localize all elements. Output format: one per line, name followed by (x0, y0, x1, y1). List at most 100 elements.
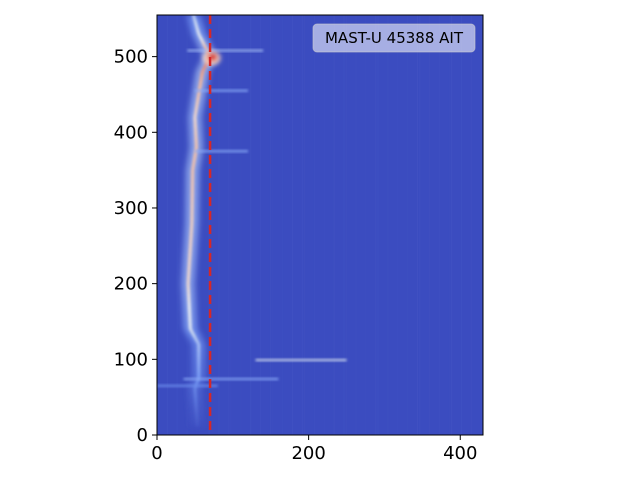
band-core-segment (202, 67, 206, 70)
band-core-segment (195, 26, 199, 30)
band-core-segment (193, 394, 198, 398)
band-core-segment (189, 225, 194, 228)
band-core-segment (190, 220, 194, 224)
texture-column (377, 15, 379, 435)
band-core-segment (191, 163, 196, 166)
band-core-segment (193, 151, 198, 155)
band-core-segment (187, 310, 192, 314)
band-core-segment (195, 417, 199, 420)
band-core-segment (194, 110, 198, 113)
band-core-segment (200, 74, 204, 77)
texture-column (166, 15, 168, 435)
x-tick-label: 0 (151, 443, 162, 464)
horizontal-streak (194, 150, 248, 153)
horizontal-streak (194, 89, 248, 92)
band-core-segment (194, 142, 198, 146)
band-core-segment (190, 218, 194, 221)
band-core-segment (187, 304, 191, 307)
band-core-segment (196, 31, 201, 34)
band-core-segment (194, 133, 198, 136)
band-core-segment (194, 135, 198, 139)
band-core-segment (190, 209, 194, 212)
band-core-segment (203, 45, 207, 48)
band-core-segment (186, 281, 190, 284)
band-core-segment (188, 315, 192, 318)
band-core-segment (197, 357, 201, 361)
band-core-segment (194, 140, 198, 143)
band-core-segment (199, 78, 203, 81)
band-core-segment (186, 290, 191, 293)
band-core-segment (194, 105, 199, 109)
band-core-segment (194, 24, 199, 27)
texture-column (343, 15, 345, 435)
band-core-segment (190, 179, 195, 182)
band-core-segment (198, 36, 203, 39)
texture-column (323, 15, 325, 435)
heatmap-plot-area (156, 14, 484, 436)
x-axis: 0 200 400 (151, 435, 477, 464)
annotation-text: MAST-U 45388 AIT (325, 29, 464, 47)
band-core-segment (197, 366, 201, 370)
band-core-segment (199, 38, 204, 41)
band-core-segment (197, 373, 201, 376)
band-core-segment (186, 279, 190, 282)
band-core-segment (194, 399, 198, 402)
horizontal-streak (255, 358, 347, 362)
x-tick-label: 200 (291, 443, 325, 464)
horizontal-streak (187, 49, 264, 52)
texture-column (448, 15, 450, 435)
band-core-segment (187, 267, 191, 271)
band-core-segment (190, 172, 195, 175)
band-core-segment (188, 254, 192, 257)
band-core-segment (204, 47, 208, 50)
band-core-segment (186, 283, 190, 286)
band-core-segment (195, 103, 199, 106)
band-core-segment (190, 190, 194, 194)
texture-column (313, 15, 315, 435)
band-core-segment (193, 114, 197, 118)
band-core-segment (203, 65, 207, 68)
texture-column (419, 15, 421, 435)
texture-column (176, 15, 178, 435)
band-core-segment (199, 80, 203, 84)
band-core-segment (190, 183, 195, 187)
band-core-segment (193, 128, 198, 132)
band-core-segment (194, 383, 198, 386)
band-core-segment (188, 324, 192, 327)
band-core-segment (197, 87, 202, 90)
band-core-segment (190, 181, 195, 184)
band-core-segment (195, 339, 199, 343)
band-core-segment (189, 241, 193, 244)
band-core-segment (194, 138, 198, 141)
band-core-segment (197, 353, 201, 356)
band-core-segment (190, 193, 194, 196)
y-tick-label: 0 (137, 425, 148, 446)
band-core-segment (188, 245, 193, 248)
y-tick-label: 500 (114, 47, 148, 68)
band-core-segment (192, 158, 197, 162)
band-core-segment (193, 390, 197, 393)
band-core-segment (190, 331, 194, 334)
band-core-segment (202, 43, 206, 46)
y-axis: 0 100 200 300 400 500 (114, 47, 157, 446)
horizontal-streak (183, 377, 279, 381)
texture-column (397, 15, 399, 435)
band-core-segment (190, 204, 194, 207)
band-core-segment (191, 333, 196, 336)
band-core-segment (188, 250, 192, 253)
texture-column (250, 15, 252, 435)
band-core-segment (190, 177, 195, 180)
band-core-segment (190, 170, 195, 173)
band-core-segment (190, 186, 195, 189)
band-core-segment (195, 380, 199, 384)
band-core-segment (204, 63, 208, 66)
band-core-segment (195, 423, 199, 427)
band-core-segment (201, 40, 205, 43)
band-core-segment (191, 165, 195, 168)
band-core-segment (193, 121, 197, 125)
texture-column (301, 15, 303, 435)
band-core-segment (197, 92, 201, 95)
band-core-segment (195, 101, 200, 104)
band-core-segment (189, 227, 194, 230)
